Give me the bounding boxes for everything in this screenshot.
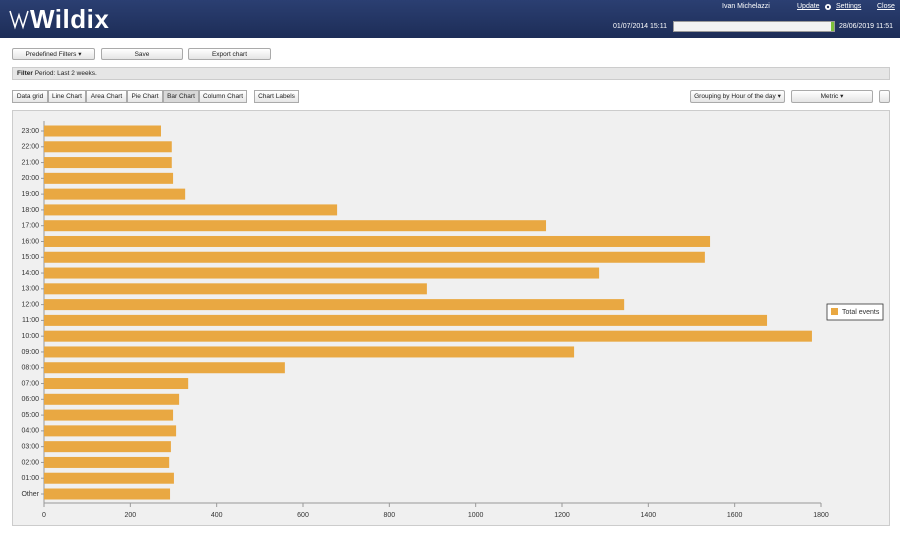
x-tick-label: 200 — [124, 512, 136, 519]
date-from: 01/07/2014 15:11 — [613, 23, 667, 30]
y-tick-label: 14:00 — [21, 270, 39, 277]
x-tick-label: 600 — [297, 512, 309, 519]
bar — [44, 393, 180, 405]
grouping-select[interactable]: Grouping by Hour of the day ▾ — [690, 90, 785, 103]
tab[interactable]: Line Chart — [48, 90, 86, 103]
y-tick-label: 09:00 — [21, 349, 39, 356]
y-tick-label: 03:00 — [21, 443, 39, 450]
bar — [44, 204, 338, 216]
select-label: Metric — [820, 93, 839, 100]
y-tick-label: 04:00 — [21, 428, 39, 435]
y-tick-label: 07:00 — [21, 380, 39, 387]
y-tick-label: 13:00 — [21, 286, 39, 293]
y-tick-label: 16:00 — [21, 238, 39, 245]
y-tick-label: 18:00 — [21, 207, 39, 214]
y-tick-label: 01:00 — [21, 475, 39, 482]
y-tick-label: 08:00 — [21, 365, 39, 372]
y-tick-label: 17:00 — [21, 223, 39, 230]
export-button[interactable]: Export chart — [188, 48, 271, 60]
filter-bar[interactable]: Filter Period: Last 2 weeks. — [12, 67, 890, 80]
bar — [44, 267, 600, 279]
bar — [44, 330, 812, 342]
bar — [44, 283, 427, 295]
legend-box — [826, 303, 884, 321]
x-tick-label: 0 — [42, 512, 46, 519]
tab[interactable]: Data grid — [12, 90, 48, 103]
y-tick-label: 15:00 — [21, 254, 39, 261]
logo: Wildix — [30, 4, 110, 34]
y-tick-label: 20:00 — [21, 175, 39, 182]
y-tick-label: 21:00 — [21, 159, 39, 166]
bar — [44, 378, 189, 390]
header: Wildix Ivan Michelazzi Update Settings C… — [0, 0, 900, 38]
y-tick-label: 23:00 — [21, 128, 39, 135]
x-tick-label: 1600 — [727, 512, 743, 519]
y-tick-label: 02:00 — [21, 459, 39, 466]
update-link[interactable]: Update — [797, 3, 820, 10]
x-tick-label: 1800 — [813, 512, 829, 519]
y-tick-label: 06:00 — [21, 396, 39, 403]
bar — [44, 157, 172, 169]
x-tick-label: 400 — [211, 512, 223, 519]
y-tick-label: 22:00 — [21, 144, 39, 151]
y-tick-label: Other — [21, 491, 39, 498]
bar — [44, 441, 171, 453]
bar — [44, 488, 171, 500]
bar — [44, 362, 285, 374]
tab[interactable]: Column Chart — [199, 90, 247, 103]
bar — [44, 409, 174, 421]
y-tick-label: 19:00 — [21, 191, 39, 198]
x-tick-label: 800 — [383, 512, 395, 519]
button-label: Predefined Filters — [25, 51, 77, 58]
bar — [44, 472, 174, 484]
save-button[interactable]: Save — [101, 48, 183, 60]
user-name: Ivan Michelazzi — [722, 3, 770, 10]
legend-label: Total events — [842, 309, 880, 316]
x-tick-label: 1000 — [468, 512, 484, 519]
tab[interactable]: Area Chart — [86, 90, 127, 103]
bar — [44, 172, 174, 184]
bar — [44, 220, 547, 232]
slider-handle[interactable] — [831, 22, 834, 31]
y-tick-label: 10:00 — [21, 333, 39, 340]
settings-link[interactable]: Settings — [836, 3, 862, 10]
bar — [44, 425, 177, 437]
y-tick-label: 12:00 — [21, 301, 39, 308]
close-link[interactable]: Close — [877, 3, 895, 10]
x-tick-label: 1200 — [554, 512, 570, 519]
legend-swatch — [831, 308, 838, 315]
chart-labels-button[interactable]: Chart Labels — [254, 90, 299, 103]
bar — [44, 188, 186, 200]
y-tick-label: 11:00 — [22, 317, 39, 324]
fullscreen-button[interactable] — [879, 90, 890, 103]
metric-select[interactable]: Metric ▾ — [791, 90, 873, 103]
bar — [44, 125, 161, 137]
bar — [44, 299, 625, 311]
filter-text: Period: Last 2 weeks. — [34, 70, 97, 77]
filter-label: Filter — [17, 70, 33, 77]
chart: 0 200 400 600 800 1000 1200 1400 1600 1800 23:00 22… — [21, 121, 884, 519]
logo-mark — [9, 10, 29, 30]
settings-icon — [825, 4, 831, 10]
date-to: 28/06/2019 11:51 — [839, 23, 893, 30]
bar — [44, 235, 711, 247]
chart-panel: 0 200 400 600 800 1000 1200 1400 1600 1800 23:00 22… — [12, 110, 890, 526]
bar — [44, 346, 575, 358]
select-label: Grouping by Hour of the day — [694, 93, 776, 100]
x-tick-label: 1400 — [641, 512, 657, 519]
tab[interactable]: Bar Chart — [163, 90, 199, 103]
y-tick-label: 05:00 — [21, 412, 39, 419]
predefined-filters[interactable]: Predefined Filters ▾ — [12, 48, 95, 60]
date-slider[interactable] — [673, 21, 835, 32]
tab[interactable]: Pie Chart — [127, 90, 163, 103]
bar — [44, 456, 170, 468]
bar — [44, 251, 705, 263]
bar — [44, 141, 172, 153]
bar — [44, 314, 768, 326]
